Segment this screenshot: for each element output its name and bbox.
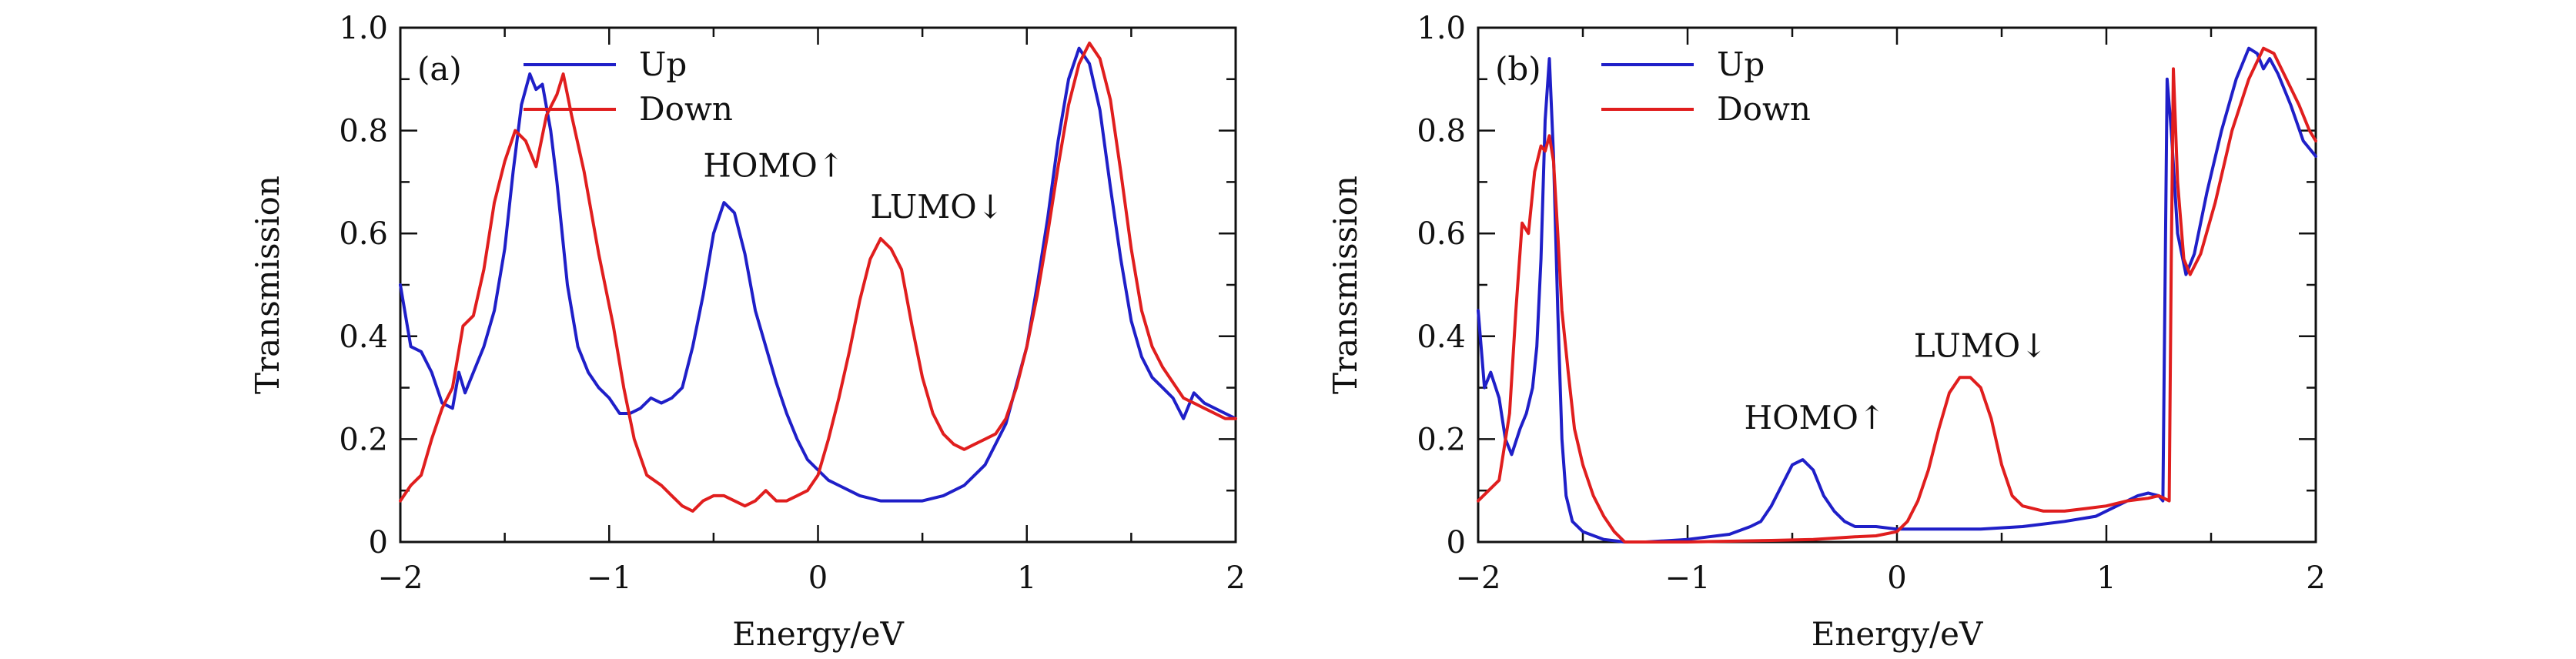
annotation-label: LUMO↓ [1914,327,2048,365]
x-tick-label: 0 [1887,560,1906,596]
y-tick-label: 0.8 [1417,114,1466,149]
legend-label-down: Down [639,90,733,128]
x-tick-label: 2 [1226,560,1245,596]
plot-frame [1477,26,2317,544]
panel-label: (b) [1495,50,1541,88]
x-axis-label: Energy/eV [732,615,904,653]
legend-label-up: Up [1717,45,1765,83]
x-tick-label: −1 [587,560,632,596]
series-line-down [399,42,1237,513]
x-tick-label: 2 [2306,560,2325,596]
annotation-label: HOMO↑ [703,147,845,185]
y-axis-label: Transmission [1326,176,1364,394]
y-axis-label: Transmission [249,176,286,394]
panel-label: (a) [417,50,462,88]
x-tick-label: 1 [2096,560,2116,596]
y-tick-label: 1.0 [1417,11,1466,46]
x-tick-label: 0 [808,560,828,596]
series-line-down [1477,46,2317,544]
y-tick-label: 0.4 [1417,319,1466,355]
x-tick-label: 1 [1017,560,1036,596]
x-axis-label: Energy/eV [1812,615,1983,653]
series-line-up [1477,46,2317,544]
legend-label-up: Up [639,45,687,83]
panel-b: −2 −1 0 1 2 0 0.2 0.4 0.6 0.8 1.0 Energy/eV Transmis… [1326,11,2326,653]
y-tick-label: 0.8 [339,114,388,149]
y-tick-label: 1.0 [339,11,388,46]
y-tick-label: 0.2 [1417,422,1466,457]
x-tick-label: −1 [1665,560,1711,596]
y-tick-label: 0.6 [339,216,388,252]
x-tick-label: −2 [378,560,423,596]
series-line-up [399,46,1237,503]
annotation-label: LUMO↓ [870,188,1004,226]
y-tick-label: 0.2 [339,422,388,457]
y-tick-label: 0.6 [1417,216,1466,252]
y-tick-label: 0 [1447,525,1466,560]
x-tick-label: −2 [1456,560,1501,596]
legend-label-down: Down [1717,90,1811,128]
panel-a: −2 −1 0 1 2 0 0.2 0.4 0.6 0.8 1.0 Energy/eV Transmis… [249,11,1246,653]
y-tick-label: 0 [369,525,388,560]
annotation-label: HOMO↑ [1744,399,1885,437]
y-tick-label: 0.4 [339,319,388,355]
